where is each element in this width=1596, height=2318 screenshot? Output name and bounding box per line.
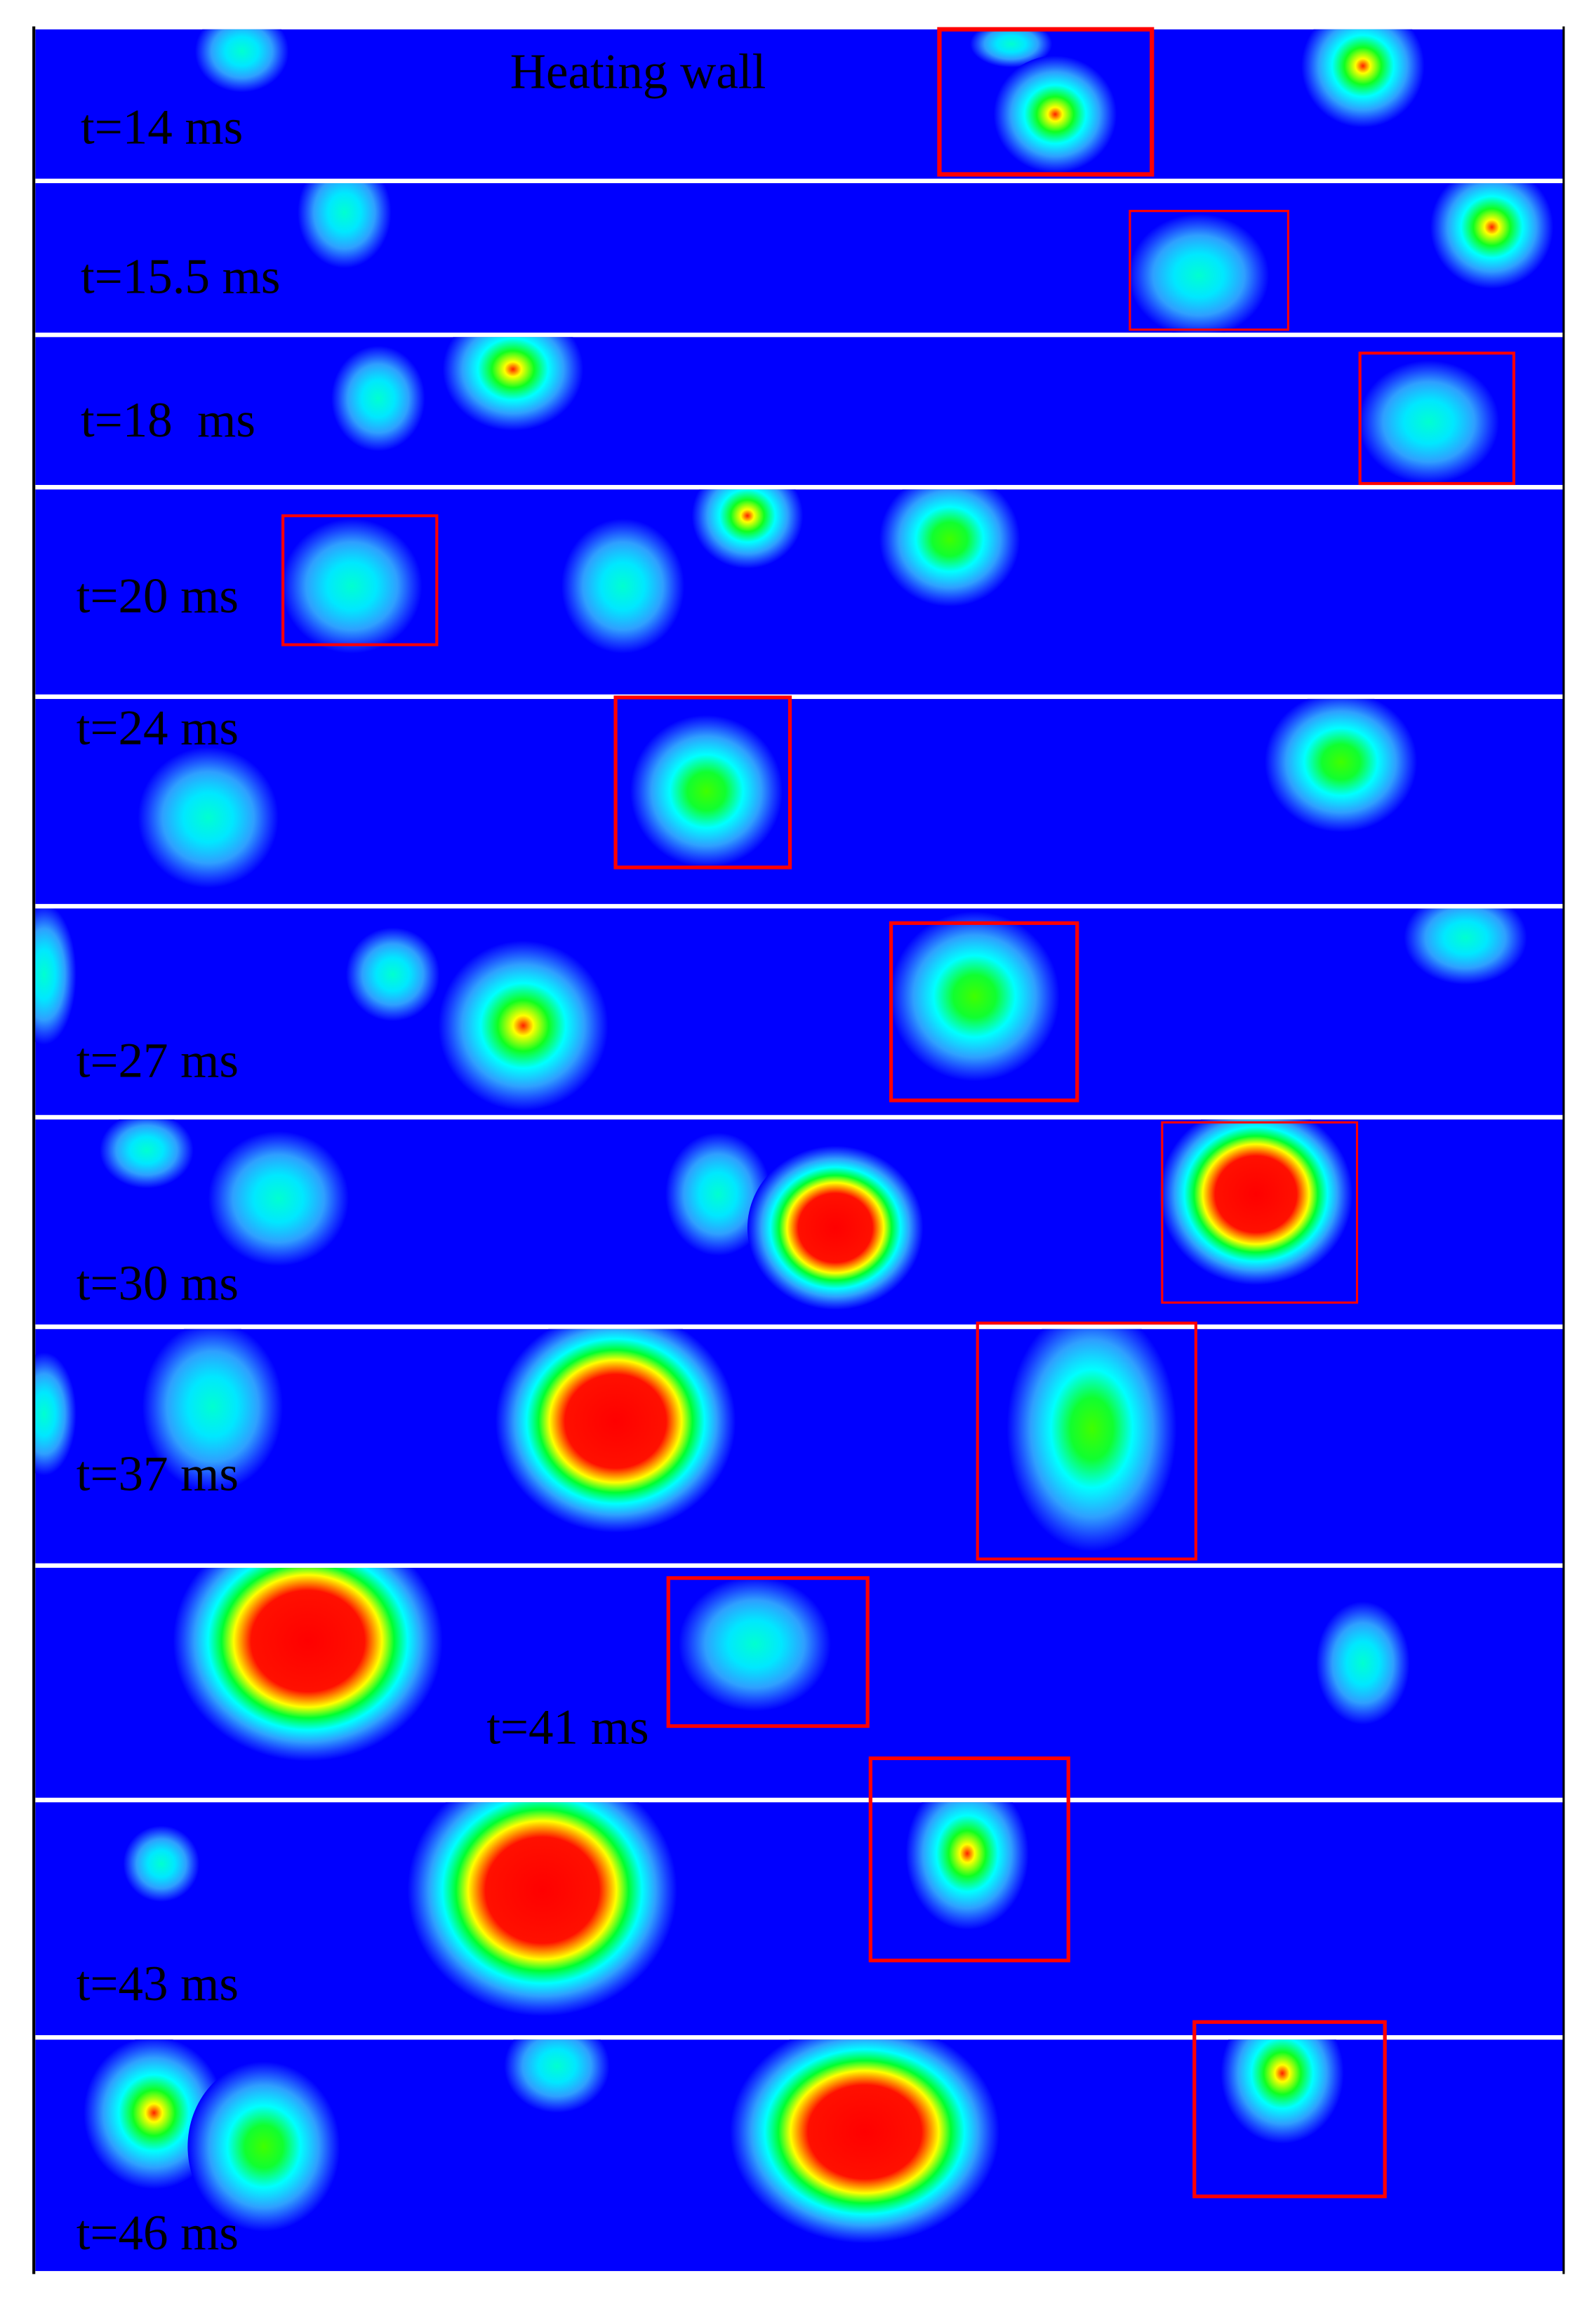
panel-background xyxy=(35,182,1564,333)
panel-background xyxy=(35,908,1564,1115)
time-label: t=14 ms xyxy=(81,100,243,155)
highlight-box xyxy=(976,1321,1197,1561)
time-label: t=43 ms xyxy=(77,1957,239,2011)
bubble xyxy=(1301,29,1425,128)
bubble xyxy=(889,911,1060,1081)
panel xyxy=(35,1119,1564,1325)
bubble xyxy=(331,345,425,452)
bubble xyxy=(504,2039,610,2113)
bubble xyxy=(1006,1328,1177,1552)
panel xyxy=(35,908,1564,1115)
bubble xyxy=(879,489,1020,607)
time-label: t=30 ms xyxy=(77,1256,239,1311)
bubble xyxy=(142,1328,284,1492)
bubble xyxy=(1221,2039,1344,2144)
highlight-box xyxy=(1161,1121,1359,1304)
highlight-box xyxy=(1129,210,1289,331)
highlight-box xyxy=(1192,2020,1387,2199)
time-label: t=18 ms xyxy=(81,393,255,448)
bubble xyxy=(281,519,423,654)
bubble xyxy=(138,747,279,888)
panel xyxy=(35,1328,1564,1564)
bubble xyxy=(1159,1119,1353,1286)
bubble xyxy=(442,337,584,431)
bubble xyxy=(993,55,1117,173)
bubble xyxy=(1316,1601,1410,1725)
bubble xyxy=(35,1352,77,1476)
bubble xyxy=(1430,182,1554,289)
bubble xyxy=(1404,908,1527,985)
bubble xyxy=(1128,213,1270,333)
highlight-box xyxy=(868,1756,1070,1963)
time-label: t=41 ms xyxy=(486,1700,649,1755)
bubble xyxy=(208,1131,350,1266)
panel xyxy=(35,182,1564,333)
time-label: t=15.5 ms xyxy=(81,250,281,305)
bubble xyxy=(345,927,440,1022)
bubble xyxy=(35,908,77,1045)
highlights xyxy=(281,27,1516,2199)
bubble xyxy=(1265,698,1418,832)
panels xyxy=(35,29,1564,2272)
bubble xyxy=(194,29,289,93)
highlight-box xyxy=(666,1576,870,1728)
time-label: t=24 ms xyxy=(77,701,239,756)
panel xyxy=(35,337,1564,486)
panel-background xyxy=(35,1802,1564,2036)
panel xyxy=(35,29,1564,179)
bubble xyxy=(665,1132,771,1256)
bubble xyxy=(970,29,1053,68)
panel-background xyxy=(35,1328,1564,1564)
highlight-box xyxy=(613,695,792,870)
highlight-box xyxy=(937,27,1155,177)
highlight-box xyxy=(1358,352,1516,486)
bubble xyxy=(630,714,783,868)
time-label: t=46 ms xyxy=(77,2206,239,2260)
highlight-box xyxy=(281,514,439,646)
panel-background xyxy=(35,337,1564,486)
bubble xyxy=(173,1568,443,1761)
bubble xyxy=(298,182,392,269)
panel xyxy=(35,1802,1564,2036)
bubble xyxy=(495,1328,736,1533)
bubble xyxy=(187,2061,340,2232)
panel xyxy=(35,489,1564,695)
bubble xyxy=(905,1802,1029,1930)
bubble xyxy=(438,940,609,1111)
highlight-box xyxy=(889,921,1079,1103)
bubble xyxy=(747,1145,924,1310)
heating-wall-label: Heating wall xyxy=(510,44,766,99)
bubble xyxy=(407,1802,677,2016)
time-label: t=27 ms xyxy=(77,1034,239,1088)
panel xyxy=(35,2039,1564,2272)
panel xyxy=(35,1568,1564,1798)
bubble xyxy=(729,2039,1000,2244)
bubble xyxy=(678,1576,831,1712)
time-label: t=37 ms xyxy=(77,1446,239,1501)
panel xyxy=(35,698,1564,905)
bubble xyxy=(561,519,685,654)
bubble xyxy=(100,1119,194,1189)
bubble xyxy=(691,489,804,569)
bubble xyxy=(1358,360,1500,484)
time-labels: t=14 ms t=15.5 ms t=18 ms t=20 ms t=24 ms t=2… xyxy=(77,100,649,2260)
bubble xyxy=(123,1825,200,1903)
time-label: t=20 ms xyxy=(77,569,239,624)
